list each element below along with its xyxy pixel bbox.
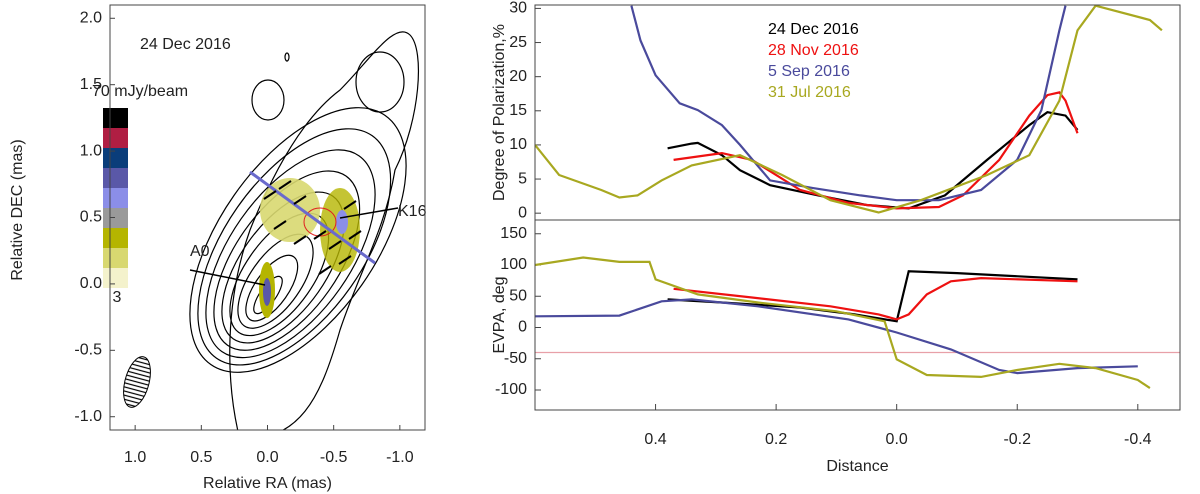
colorbar-cell xyxy=(103,248,128,268)
y-tick-label: 0.0 xyxy=(80,275,102,292)
colorbar-cell xyxy=(103,128,128,148)
contour xyxy=(245,254,299,322)
legend-entry: 28 Nov 2016 xyxy=(768,42,859,59)
y-tick-label: 0 xyxy=(518,319,527,336)
x-tick-label: -0.2 xyxy=(1003,431,1031,448)
contour xyxy=(251,79,285,121)
y-tick-label: 10 xyxy=(509,136,527,153)
y-tick-label: -100 xyxy=(495,381,527,398)
contour xyxy=(284,52,290,62)
y-axis-label: EVPA, deg xyxy=(491,276,508,353)
series-line xyxy=(630,5,1067,202)
annotation: A0 xyxy=(190,243,210,260)
evpa-tick xyxy=(263,190,277,200)
y-tick-label: -50 xyxy=(504,350,527,367)
evpa-tick xyxy=(313,230,327,240)
x-tick-label: -0.5 xyxy=(320,449,348,466)
plot-frame xyxy=(534,219,1181,411)
x-tick-label: 0.5 xyxy=(190,449,212,466)
y-tick-label: 0.5 xyxy=(80,209,102,226)
colorbar-min: 3 xyxy=(113,289,122,306)
contour xyxy=(355,51,405,113)
x-tick-label: -0.4 xyxy=(1124,431,1152,448)
y-tick-label: 1.5 xyxy=(80,76,102,93)
evpa-tick xyxy=(338,255,352,265)
evpa-tick xyxy=(328,240,342,250)
y-tick-label: 30 xyxy=(509,0,527,17)
annotation-line xyxy=(339,207,399,219)
evpa-tick xyxy=(318,265,332,275)
series-line xyxy=(535,5,1163,214)
x-tick-label: 0.2 xyxy=(765,431,787,448)
legend-entry: 5 Sep 2016 xyxy=(768,63,850,80)
annotation-line xyxy=(189,269,266,286)
evpa-tick xyxy=(348,230,362,240)
y-tick-label: 0 xyxy=(518,204,527,221)
x-axis-label: Distance xyxy=(826,458,888,475)
series-layer xyxy=(535,256,1151,390)
y-tick-label: 5 xyxy=(518,170,527,187)
legend-entry: 31 Jul 2016 xyxy=(768,84,851,101)
y-tick-label: 2.0 xyxy=(80,10,102,27)
colorbar-cell xyxy=(103,208,128,228)
x-tick-label: 0.0 xyxy=(256,449,278,466)
pol-patch xyxy=(263,278,271,306)
contour xyxy=(197,128,392,366)
ridge-line xyxy=(249,170,376,265)
x-tick-label: 1.0 xyxy=(124,449,146,466)
y-tick-label: 20 xyxy=(509,68,527,85)
beam xyxy=(123,356,151,408)
y-tick-label: 15 xyxy=(509,102,527,119)
y-axis-label: Relative DEC (mas) xyxy=(9,139,26,280)
y-axis-label: Degree of Polarization,% xyxy=(491,24,508,201)
y-tick-label: -1.0 xyxy=(74,408,102,425)
colorbar-max: 70 mJy/beam xyxy=(92,83,188,100)
contour xyxy=(229,212,330,337)
series-layer xyxy=(535,5,1163,214)
contour xyxy=(237,233,314,329)
map-layer xyxy=(123,31,420,430)
legend-entry: 24 Dec 2016 xyxy=(768,21,859,38)
pol-patch xyxy=(336,210,348,234)
y-tick-label: 50 xyxy=(509,287,527,304)
contour xyxy=(229,31,420,430)
colorbar-cell xyxy=(103,108,128,128)
evpa-tick xyxy=(273,220,287,230)
x-axis-label: Relative RA (mas) xyxy=(203,475,332,492)
colorbar-cell xyxy=(103,228,128,248)
y-tick-label: 150 xyxy=(500,225,527,242)
evpa-tick xyxy=(278,180,292,190)
y-tick-label: 1.0 xyxy=(80,142,102,159)
x-tick-label: 0.4 xyxy=(644,431,666,448)
colorbar-cell xyxy=(103,168,128,188)
colorbar-cell xyxy=(103,188,128,208)
contour xyxy=(213,170,361,351)
annotation: K16 xyxy=(398,203,427,220)
x-tick-label: -1.0 xyxy=(386,449,414,466)
x-tick-label: 0.0 xyxy=(886,431,908,448)
contour xyxy=(189,107,407,373)
series-line xyxy=(535,256,1151,390)
y-tick-label: -0.5 xyxy=(74,342,102,359)
map-title: 24 Dec 2016 xyxy=(140,36,231,53)
evpa-tick xyxy=(293,195,307,205)
evpa-tick xyxy=(343,200,357,210)
colorbar-cell xyxy=(103,148,128,168)
colorbar-cell xyxy=(103,268,128,288)
series-line xyxy=(673,276,1078,321)
contour xyxy=(205,149,376,359)
series-line xyxy=(535,298,1138,375)
series-line xyxy=(673,91,1079,210)
y-tick-label: 100 xyxy=(500,256,527,273)
y-tick-label: 25 xyxy=(509,34,527,51)
evpa-tick xyxy=(293,235,307,245)
